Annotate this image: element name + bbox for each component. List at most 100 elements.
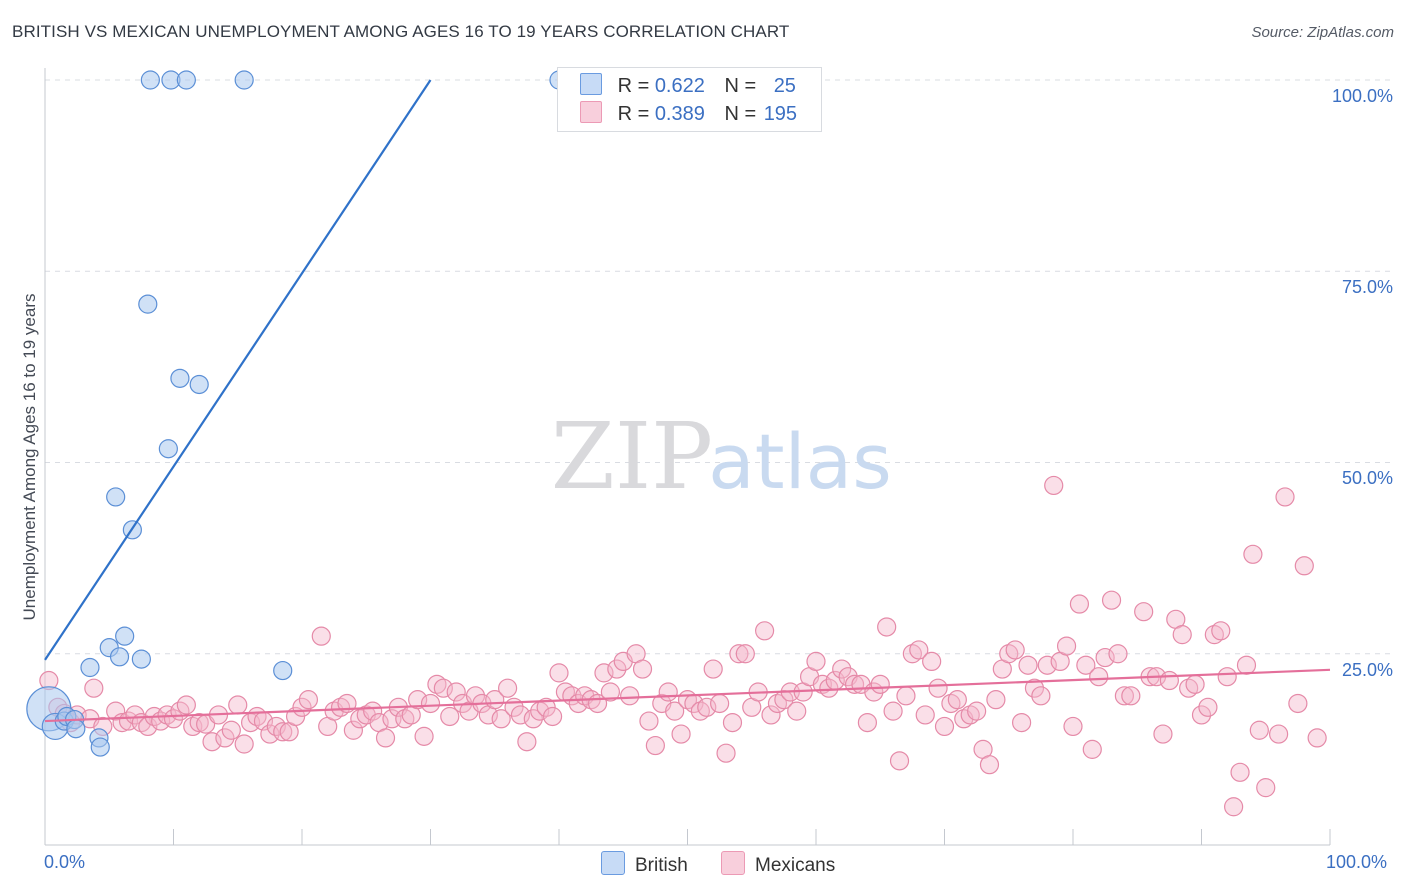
mexicans-point — [735, 644, 755, 664]
mexicans-point — [832, 659, 852, 679]
y-tick-label-50: 50.0% — [1341, 468, 1393, 488]
mexicans-point — [979, 755, 1000, 775]
mexicans-points — [39, 475, 1327, 817]
mexicans-point — [947, 690, 967, 710]
mexicans-point — [915, 705, 935, 725]
chart-title: BRITISH VS MEXICAN UNEMPLOYMENT AMONG AG… — [12, 22, 790, 41]
mexicans-point — [1056, 636, 1077, 656]
mexicans-point — [934, 716, 955, 737]
mexicans-point — [1082, 739, 1102, 759]
mexicans-point — [202, 732, 222, 752]
legend-british-label: British — [635, 855, 688, 876]
mexicans-point — [889, 751, 910, 771]
mexicans-point — [215, 728, 235, 748]
grid-lines — [45, 79, 1392, 655]
mexicans-point — [1069, 594, 1090, 614]
mexicans-point — [375, 728, 396, 748]
legend-row-mexicans: R = 0.389 N = 195 — [580, 101, 797, 127]
mexicans-point — [877, 617, 897, 637]
mexicans-point — [697, 697, 717, 717]
mexicans-point — [1224, 797, 1244, 817]
mexicans-point — [542, 706, 563, 727]
mexicans-point — [1121, 686, 1141, 706]
mexicans-point — [1275, 487, 1295, 507]
mexicans-point — [433, 678, 453, 698]
legend-mexicans-label: Mexicans — [755, 855, 836, 876]
mexicans-point — [84, 678, 104, 698]
mexicans-point — [761, 705, 781, 725]
legend-item-mexicans: Mexicans — [721, 851, 835, 877]
mexicans-point — [1211, 621, 1231, 641]
mexicans-point — [273, 722, 293, 742]
mexicans-point — [658, 682, 678, 702]
mexicans-point — [1288, 693, 1308, 714]
mexicans-point — [517, 732, 537, 752]
mexicans-point — [857, 712, 878, 733]
mexicans-point — [189, 712, 209, 733]
legend-r-label: R = — [617, 75, 650, 97]
british-point — [176, 70, 196, 90]
legend-r-label: R = — [617, 103, 650, 125]
mexicans-point — [1307, 728, 1327, 748]
mexicans-point — [896, 686, 916, 706]
mexicans-point — [1095, 647, 1115, 668]
mexicans-point — [722, 712, 743, 733]
mexicans-point — [645, 735, 665, 756]
mexicans-point — [498, 678, 518, 698]
mexicans-point — [600, 682, 621, 702]
mexicans-point — [620, 686, 640, 706]
y-tick-label-25: 25.0% — [1341, 660, 1393, 680]
mexicans-point — [1230, 762, 1250, 782]
british-trend-line — [44, 79, 432, 661]
mexicans-swatch — [580, 101, 602, 123]
british-point — [138, 294, 158, 314]
british-point — [234, 70, 254, 90]
legend-row-british: R = 0.622 N = 25 — [580, 73, 796, 99]
mexicans-point — [1185, 674, 1205, 694]
british-point — [106, 487, 126, 507]
mexicans-point — [1153, 724, 1173, 744]
mexicans-point — [125, 705, 145, 725]
mexicans-point — [639, 711, 659, 731]
mexicans-point — [883, 701, 903, 721]
british-point — [80, 657, 100, 678]
mexicans-point — [1024, 678, 1045, 698]
mexicans-point — [1044, 475, 1064, 496]
mexicans-point — [1089, 667, 1109, 687]
british-point — [170, 368, 190, 388]
mexicans-point — [523, 709, 543, 729]
correlation-legend: R = 0.622 N = 25 R = 0.389 N = 195 — [557, 67, 822, 132]
mexicans-point — [1108, 644, 1128, 664]
british-point — [115, 626, 135, 646]
mexicans-point — [928, 678, 948, 698]
mexicans-point — [1198, 697, 1218, 717]
mexicans-point — [1256, 778, 1276, 798]
mexicans-point — [1018, 655, 1038, 675]
watermark: ZIP atlas — [551, 403, 892, 510]
mexicans-point — [986, 690, 1006, 710]
mexicans-point — [703, 659, 723, 679]
mexicans-point — [106, 701, 126, 721]
mexicans-point — [729, 644, 749, 664]
mexicans-point — [967, 701, 987, 721]
mexicans-point — [510, 705, 531, 725]
mexicans-point — [1011, 712, 1032, 733]
mexicans-point — [922, 651, 942, 672]
mexicans-point — [1005, 640, 1025, 660]
mexicans-point — [298, 690, 319, 710]
mexicans-point — [1236, 655, 1257, 675]
mexicans-point — [440, 706, 460, 727]
mexicans-point — [176, 695, 196, 715]
mexicans-swatch — [721, 851, 745, 875]
mexicans-point — [1249, 720, 1269, 740]
legend-item-british: British — [601, 851, 688, 877]
legend-r-value: 0.389 — [654, 103, 705, 125]
british-swatch — [601, 851, 625, 875]
british-point — [90, 737, 110, 757]
mexicans-point — [1268, 724, 1289, 744]
mexicans-point — [1243, 544, 1263, 564]
y-tick-label-100: 100.0% — [1331, 86, 1393, 106]
mexicans-point — [446, 682, 466, 702]
mexicans-point — [870, 674, 890, 694]
